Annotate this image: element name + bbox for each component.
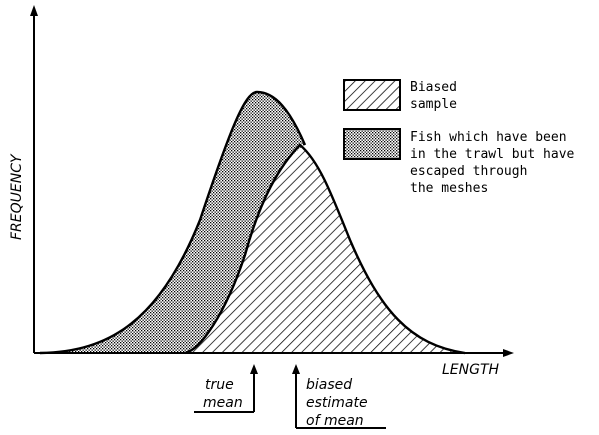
biased-sample-area xyxy=(185,145,465,353)
biased-mean-label-line2: estimate xyxy=(306,395,368,411)
legend-label-biased-line2: sample xyxy=(410,97,457,112)
true-mean-arrow xyxy=(250,364,258,374)
legend-label-escaped-line4: the meshes xyxy=(410,181,488,196)
biased-distribution-curve xyxy=(184,143,466,355)
legend-swatch-biased-sample xyxy=(343,79,401,111)
y-axis-arrow xyxy=(30,5,38,16)
biased-mean-arrow xyxy=(292,364,300,374)
legend-label-escaped-line3: escaped through xyxy=(410,164,527,179)
total-distribution-curve xyxy=(39,90,307,355)
x-axis-arrow xyxy=(503,349,514,357)
biased-mean-label-line1: biased xyxy=(306,377,352,393)
legend-swatch-escaped xyxy=(343,128,401,160)
true-mean-label-line1: true xyxy=(205,377,234,393)
x-axis-label: LENGTH xyxy=(442,362,500,378)
legend-label-biased-line1: Biased xyxy=(410,80,457,95)
escaped-fish-area xyxy=(40,92,305,353)
legend-label-escaped-line2: in the trawl but have xyxy=(410,147,575,162)
biased-mean-label-line3: of mean xyxy=(306,413,364,429)
y-axis-label: FREQUENCY xyxy=(9,153,25,240)
legend-label-escaped-line1: Fish which have been xyxy=(410,130,567,145)
true-mean-label-line2: mean xyxy=(203,395,243,411)
